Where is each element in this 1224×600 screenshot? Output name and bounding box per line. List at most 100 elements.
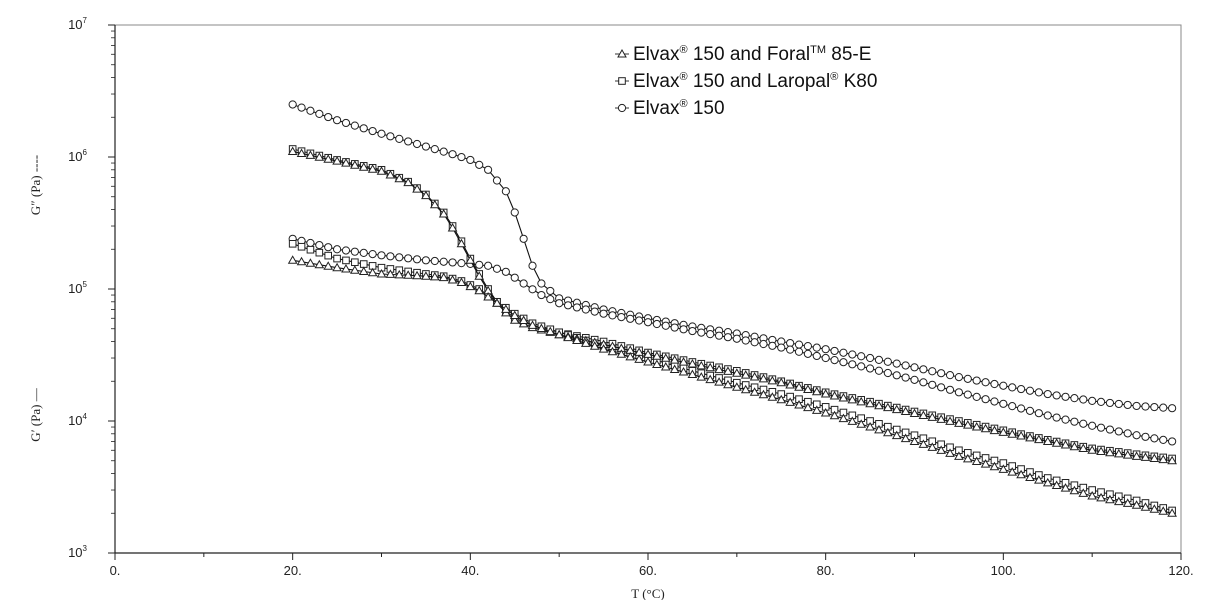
data-point xyxy=(1168,404,1177,413)
data-point xyxy=(580,338,591,347)
data-point xyxy=(456,238,467,248)
plot-series xyxy=(287,100,1177,517)
data-point xyxy=(1150,402,1159,412)
legend-label: Elvax® 150 and ForalTM 85-E xyxy=(633,44,871,65)
data-point xyxy=(794,340,804,349)
data-point xyxy=(652,359,662,368)
data-point xyxy=(1105,447,1115,457)
data-point xyxy=(315,240,324,250)
data-point xyxy=(892,371,901,380)
data-point xyxy=(643,356,653,366)
data-point xyxy=(669,364,680,373)
data-point xyxy=(838,392,849,402)
data-point xyxy=(865,398,875,408)
data-point xyxy=(803,402,813,412)
x-tick-label: 0. xyxy=(110,563,121,578)
data-point xyxy=(509,310,520,319)
data-point xyxy=(652,319,661,329)
data-point xyxy=(865,353,875,363)
data-point xyxy=(731,382,742,391)
data-point xyxy=(785,379,795,389)
x-tick-label: 100. xyxy=(991,563,1016,578)
data-point xyxy=(306,106,315,115)
data-point xyxy=(1088,421,1097,430)
data-point xyxy=(350,121,359,130)
data-point xyxy=(1034,409,1043,418)
data-point xyxy=(323,154,334,163)
data-point xyxy=(1123,429,1132,438)
data-point xyxy=(910,375,919,384)
data-point xyxy=(1016,430,1026,440)
data-point xyxy=(1140,452,1151,461)
data-point xyxy=(1114,427,1123,436)
data-point xyxy=(1122,498,1133,507)
data-point xyxy=(723,366,733,375)
data-point xyxy=(439,147,448,156)
data-point xyxy=(1060,483,1071,492)
data-point xyxy=(341,263,351,273)
axes: 0. 20. 40. 60. 80. 100. 120. 103 104 105 106 107 xyxy=(68,16,1194,578)
data-point xyxy=(1159,435,1168,444)
data-point xyxy=(1114,399,1123,409)
data-point xyxy=(1105,425,1115,434)
data-point xyxy=(598,344,609,353)
data-point xyxy=(954,373,964,382)
data-point xyxy=(688,326,697,336)
data-point xyxy=(954,388,964,397)
data-point xyxy=(412,139,422,149)
x-axis-title: T (°C) xyxy=(631,586,664,600)
data-point xyxy=(332,245,342,254)
data-point xyxy=(1096,446,1106,455)
data-point xyxy=(367,164,378,173)
data-point xyxy=(1025,386,1035,395)
data-point xyxy=(1132,431,1141,440)
data-point xyxy=(882,402,893,412)
data-point xyxy=(1079,395,1088,404)
data-point xyxy=(1034,388,1043,397)
data-point xyxy=(936,445,947,454)
data-point xyxy=(385,269,396,278)
data-point xyxy=(412,184,422,193)
data-point xyxy=(856,396,867,406)
data-point xyxy=(484,165,493,174)
data-point xyxy=(785,397,795,406)
data-point xyxy=(1007,467,1018,476)
data-point xyxy=(830,346,839,356)
data-point xyxy=(315,248,324,257)
data-point xyxy=(324,251,332,260)
data-point xyxy=(324,243,333,252)
data-point xyxy=(981,395,990,404)
data-point xyxy=(767,375,778,385)
data-point xyxy=(536,323,547,333)
data-point xyxy=(963,390,972,399)
y-tick-label: 103 xyxy=(68,544,87,560)
data-point xyxy=(572,303,582,312)
data-point xyxy=(447,275,458,284)
data-point xyxy=(421,142,431,151)
data-point xyxy=(661,321,670,330)
data-point xyxy=(1113,448,1124,458)
data-point xyxy=(465,281,476,291)
data-point xyxy=(634,354,644,363)
data-point xyxy=(1105,494,1115,504)
data-point xyxy=(589,341,600,350)
data-point xyxy=(999,399,1008,408)
data-point xyxy=(1025,406,1035,415)
data-point xyxy=(351,258,359,267)
data-point xyxy=(865,364,875,373)
data-point xyxy=(456,277,467,287)
data-point xyxy=(349,265,360,274)
y-tick-label: 104 xyxy=(68,412,87,428)
data-point xyxy=(883,368,892,378)
data-point xyxy=(679,325,688,334)
series-1 xyxy=(288,234,1177,446)
data-point xyxy=(518,315,529,324)
data-point xyxy=(1150,434,1159,443)
data-point xyxy=(1132,401,1141,411)
data-point xyxy=(527,320,538,329)
data-point xyxy=(590,307,599,316)
data-point xyxy=(937,369,946,378)
data-point xyxy=(1069,441,1080,451)
data-point xyxy=(377,129,386,138)
data-point xyxy=(820,389,831,398)
